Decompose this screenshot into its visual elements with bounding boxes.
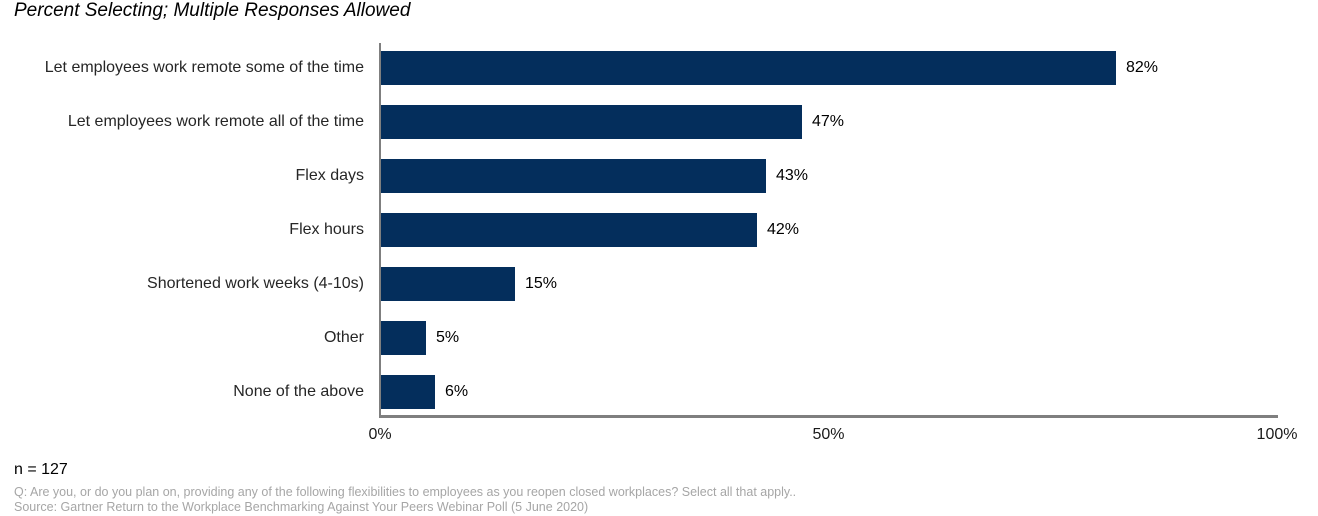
bar-row: Other 5% bbox=[0, 321, 1318, 355]
bar bbox=[381, 51, 1116, 85]
chart-title: Percent Selecting; Multiple Responses Al… bbox=[14, 0, 411, 21]
category-label: Flex hours bbox=[289, 221, 364, 238]
bar bbox=[381, 321, 426, 355]
bar bbox=[381, 267, 515, 301]
category-label: Shortened work weeks (4-10s) bbox=[147, 275, 364, 292]
bar-row: Flex days 43% bbox=[0, 159, 1318, 193]
bar-row: Let employees work remote some of the ti… bbox=[0, 51, 1318, 85]
bar-row: Let employees work remote all of the tim… bbox=[0, 105, 1318, 139]
value-label: 47% bbox=[812, 113, 845, 130]
bar-row: None of the above 6% bbox=[0, 375, 1318, 409]
value-label: 82% bbox=[1126, 59, 1159, 76]
y-axis-line bbox=[379, 43, 381, 417]
x-tick-label: 0% bbox=[368, 426, 392, 443]
category-label: Let employees work remote some of the ti… bbox=[44, 59, 364, 76]
category-label: Other bbox=[323, 329, 364, 346]
x-axis-line bbox=[379, 415, 1278, 418]
value-label: 5% bbox=[436, 329, 460, 346]
sample-size-note: n = 127 bbox=[14, 461, 68, 478]
category-label: Let employees work remote all of the tim… bbox=[67, 113, 364, 130]
bar bbox=[381, 105, 802, 139]
value-label: 6% bbox=[445, 383, 469, 400]
value-label: 42% bbox=[767, 221, 800, 238]
category-label: Flex days bbox=[295, 167, 364, 184]
source-footnote: Source: Gartner Return to the Workplace … bbox=[14, 500, 589, 514]
bar-row: Shortened work weeks (4-10s) 15% bbox=[0, 267, 1318, 301]
x-tick-label: 100% bbox=[1256, 426, 1298, 443]
x-tick-label: 50% bbox=[812, 426, 845, 443]
value-label: 43% bbox=[776, 167, 809, 184]
bar bbox=[381, 213, 757, 247]
bar-row: Flex hours 42% bbox=[0, 213, 1318, 247]
value-label: 15% bbox=[525, 275, 558, 292]
bar bbox=[381, 159, 766, 193]
bar bbox=[381, 375, 435, 409]
category-label: None of the above bbox=[233, 383, 364, 400]
question-footnote: Q: Are you, or do you plan on, providing… bbox=[14, 485, 797, 499]
